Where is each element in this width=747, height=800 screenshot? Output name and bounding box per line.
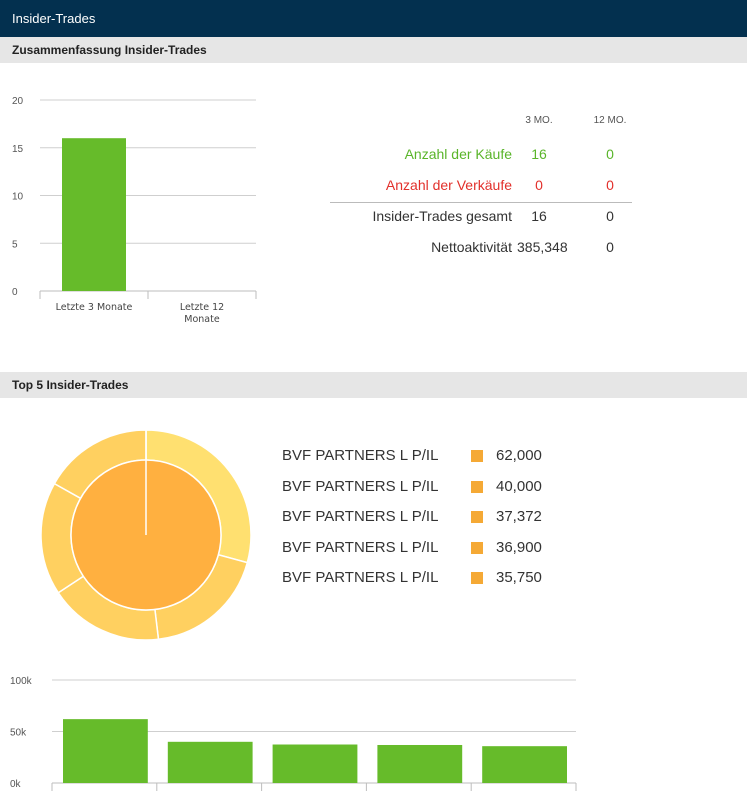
legend-swatch (471, 480, 483, 493)
summary-table-header: 3 MO. 12 MO. (330, 115, 640, 141)
row-value-buys-12mo: 0 (606, 146, 614, 162)
bar[interactable] (482, 746, 567, 783)
x-tick-label: Letzte 3 Monate (56, 302, 133, 313)
col-header-12mo: 12 MO. (593, 115, 627, 126)
row-label-sells: Anzahl der Verkäufe (385, 177, 512, 193)
legend-item-name: BVF PARTNERS L P/IL (282, 447, 439, 464)
section-header-top5: Top 5 Insider-Trades (0, 372, 747, 398)
legend-item[interactable]: BVF PARTNERS L P/IL 37,372 (282, 508, 582, 539)
bar[interactable] (62, 138, 126, 291)
legend-swatch (471, 541, 483, 554)
legend-swatch (471, 450, 483, 462)
legend-item[interactable]: BVF PARTNERS L P/IL 62,000 (282, 447, 582, 478)
legend-item-value: 37,372 (496, 508, 542, 525)
bar[interactable] (63, 719, 148, 783)
y-tick-label: 0k (10, 779, 22, 790)
row-value-buys-3mo: 16 (531, 146, 547, 162)
legend-swatch (471, 511, 483, 523)
legend-item-name: BVF PARTNERS L P/IL (282, 508, 439, 525)
col-header-3mo: 3 MO. (525, 115, 553, 126)
x-tick-label: Monate (184, 314, 220, 325)
y-tick-label: 50k (10, 728, 27, 739)
section-header-summary: Zusammenfassung Insider-Trades (0, 37, 747, 63)
y-tick-label: 20 (12, 96, 24, 107)
bar[interactable] (167, 741, 253, 783)
bar[interactable] (377, 744, 463, 783)
window-title: Insider-Trades (12, 11, 96, 26)
row-value-total-3mo: 16 (531, 208, 547, 224)
table-row: Anzahl der Verkäufe 0 0 (330, 177, 640, 203)
legend-item[interactable]: BVF PARTNERS L P/IL 40,000 (282, 478, 582, 509)
top5-legend: BVF PARTNERS L P/IL 62,000 BVF PARTNERS … (282, 447, 582, 600)
row-value-net-3mo: 385,348 (517, 239, 568, 255)
table-row: Nettoaktivität 385,348 0 (330, 239, 640, 265)
legend-item-value: 36,900 (496, 538, 542, 556)
table-divider (330, 202, 632, 203)
top5-bar-chart: 0k 50k 100k (10, 676, 577, 791)
row-label-net: Nettoaktivität (431, 239, 512, 255)
y-tick-label: 5 (12, 239, 18, 250)
legend-item[interactable]: BVF PARTNERS L P/IL 35,750 (282, 569, 582, 600)
legend-item[interactable]: BVF PARTNERS L P/IL 36,900 (282, 539, 582, 570)
legend-item-value: 35,750 (496, 569, 542, 586)
y-tick-label: 100k (10, 676, 33, 687)
table-row: Anzahl der Käufe 16 0 (330, 146, 640, 172)
window-title-bar: Insider-Trades (0, 0, 747, 37)
y-tick-label: 10 (12, 192, 24, 203)
row-value-total-12mo: 0 (606, 208, 614, 224)
section-title-top5: Top 5 Insider-Trades (12, 378, 129, 392)
row-value-sells-3mo: 0 (535, 177, 543, 193)
section-title-summary: Zusammenfassung Insider-Trades (12, 43, 207, 57)
legend-item-name: BVF PARTNERS L P/IL (282, 538, 439, 556)
row-value-sells-12mo: 0 (606, 177, 614, 193)
legend-item-name: BVF PARTNERS L P/IL (282, 569, 439, 586)
row-label-total: Insider-Trades gesamt (372, 208, 512, 224)
legend-item-value: 62,000 (496, 447, 542, 464)
row-label-buys: Anzahl der Käufe (404, 146, 512, 162)
x-tick-label: Letzte 12 (180, 302, 224, 313)
table-row: Insider-Trades gesamt 16 0 (330, 208, 640, 234)
y-tick-label: 15 (12, 144, 24, 155)
y-tick-label: 0 (12, 287, 18, 298)
row-value-net-12mo: 0 (606, 239, 614, 255)
bar[interactable] (272, 744, 358, 783)
top5-donut-chart (40, 429, 252, 641)
legend-item-name: BVF PARTNERS L P/IL (282, 477, 439, 495)
legend-swatch (471, 572, 483, 584)
legend-item-value: 40,000 (496, 477, 542, 495)
